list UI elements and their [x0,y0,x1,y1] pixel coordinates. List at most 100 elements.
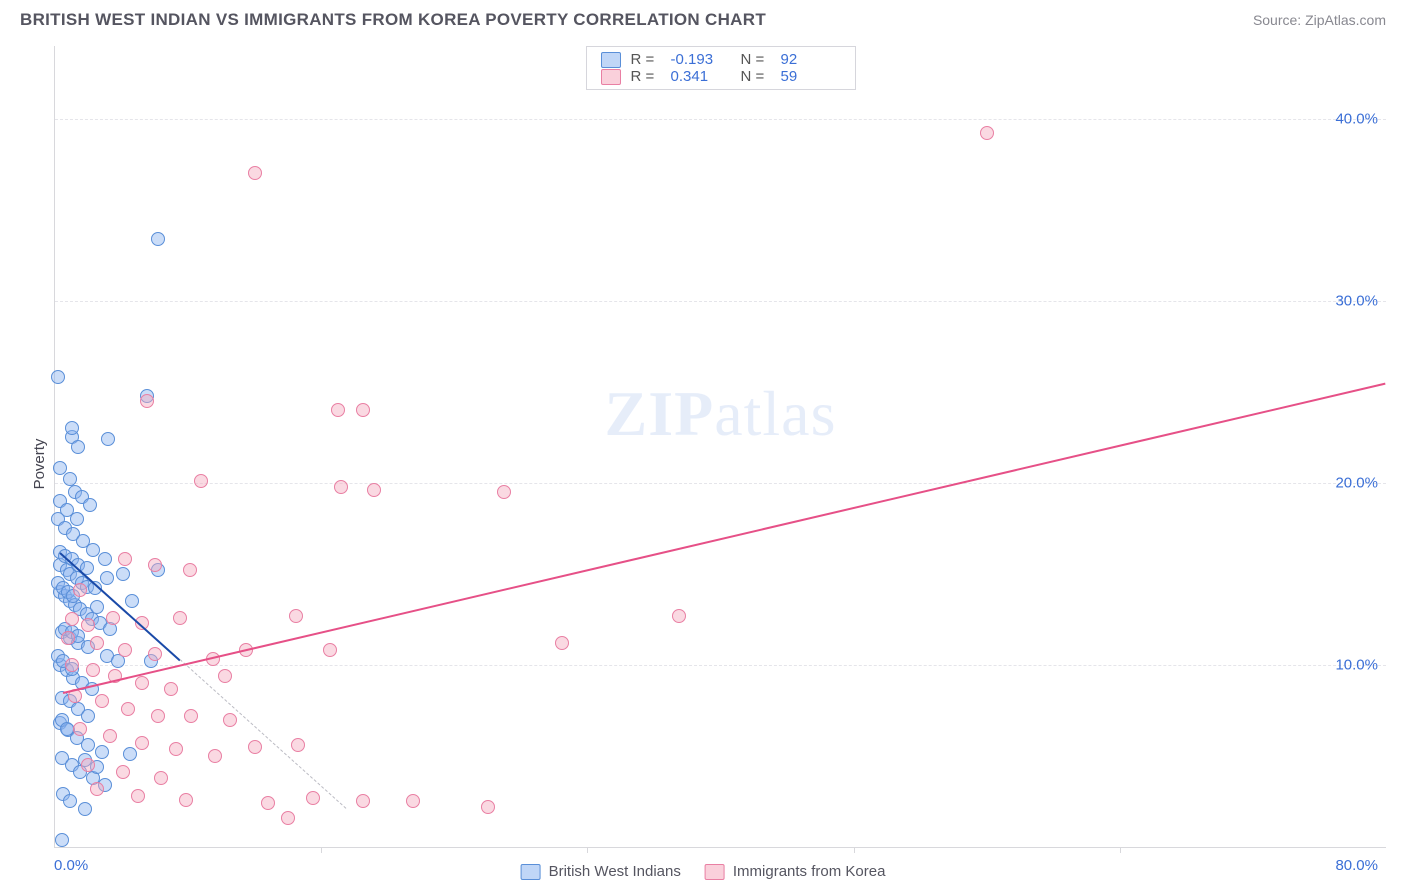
data-point [65,658,79,672]
data-point [65,612,79,626]
data-point [281,811,295,825]
data-point [289,609,303,623]
chart-container: Poverty ZIPatlas R = -0.193 N = 92 R = 0… [20,46,1386,882]
data-point [184,709,198,723]
data-point [121,702,135,716]
swatch-pink-bottom [705,864,725,880]
data-point [118,643,132,657]
plot-area: ZIPatlas R = -0.193 N = 92 R = 0.341 N =… [54,46,1386,848]
legend-r-value-bwi: -0.193 [671,51,731,68]
data-point [123,747,137,761]
legend-r-value-korea: 0.341 [671,68,731,85]
data-point [248,166,262,180]
data-point [116,765,130,779]
x-tick [854,847,855,853]
data-point [173,611,187,625]
data-point [90,636,104,650]
legend-item-korea: Immigrants from Korea [705,863,886,880]
data-point [131,789,145,803]
data-point [81,738,95,752]
data-point [103,729,117,743]
x-tick-left: 0.0% [54,857,88,874]
data-point [497,485,511,499]
y-tick-label: 10.0% [1335,656,1378,673]
series-legend: British West Indians Immigrants from Kor… [521,863,886,880]
data-point [125,594,139,608]
legend-r-label: R = [631,51,661,68]
gridline [55,301,1386,302]
data-point [90,782,104,796]
legend-row-bwi: R = -0.193 N = 92 [601,51,841,68]
legend-n-label: N = [741,51,771,68]
data-point [406,794,420,808]
data-point [118,552,132,566]
data-point [323,643,337,657]
legend-label-bwi: British West Indians [549,863,681,880]
correlation-legend: R = -0.193 N = 92 R = 0.341 N = 59 [586,46,856,90]
data-point [135,676,149,690]
data-point [81,758,95,772]
data-point [223,713,237,727]
data-point [151,709,165,723]
watermark-brand: ZIP [605,378,715,449]
swatch-blue-bottom [521,864,541,880]
data-point [183,563,197,577]
data-point [356,794,370,808]
data-point [194,474,208,488]
data-point [63,794,77,808]
data-point [55,833,69,847]
trend-line [179,660,346,810]
data-point [83,498,97,512]
data-point [100,571,114,585]
data-point [151,232,165,246]
data-point [116,567,130,581]
x-tick [587,847,588,853]
data-point [71,440,85,454]
data-point [70,512,84,526]
legend-row-korea: R = 0.341 N = 59 [601,68,841,85]
data-point [73,722,87,736]
data-point [980,126,994,140]
gridline [55,665,1386,666]
data-point [164,682,178,696]
data-point [555,636,569,650]
y-tick-label: 20.0% [1335,474,1378,491]
data-point [95,745,109,759]
swatch-blue [601,52,621,68]
chart-source: Source: ZipAtlas.com [1253,12,1386,28]
data-point [306,791,320,805]
data-point [86,663,100,677]
data-point [78,802,92,816]
legend-item-bwi: British West Indians [521,863,681,880]
data-point [248,740,262,754]
data-point [481,800,495,814]
data-point [672,609,686,623]
swatch-pink [601,69,621,85]
data-point [148,647,162,661]
data-point [65,421,79,435]
chart-title: BRITISH WEST INDIAN VS IMMIGRANTS FROM K… [20,10,766,30]
data-point [60,722,74,736]
data-point [81,618,95,632]
data-point [179,793,193,807]
y-tick-label: 40.0% [1335,110,1378,127]
data-point [169,742,183,756]
x-tick [1120,847,1121,853]
data-point [331,403,345,417]
gridline [55,483,1386,484]
chart-header: BRITISH WEST INDIAN VS IMMIGRANTS FROM K… [0,0,1406,38]
data-point [218,669,232,683]
y-tick-label: 30.0% [1335,292,1378,309]
data-point [98,552,112,566]
data-point [51,370,65,384]
legend-n-value-korea: 59 [781,68,841,85]
data-point [334,480,348,494]
data-point [81,709,95,723]
data-point [291,738,305,752]
data-point [148,558,162,572]
data-point [135,736,149,750]
gridline [55,119,1386,120]
data-point [95,694,109,708]
data-point [61,631,75,645]
legend-n-value-bwi: 92 [781,51,841,68]
